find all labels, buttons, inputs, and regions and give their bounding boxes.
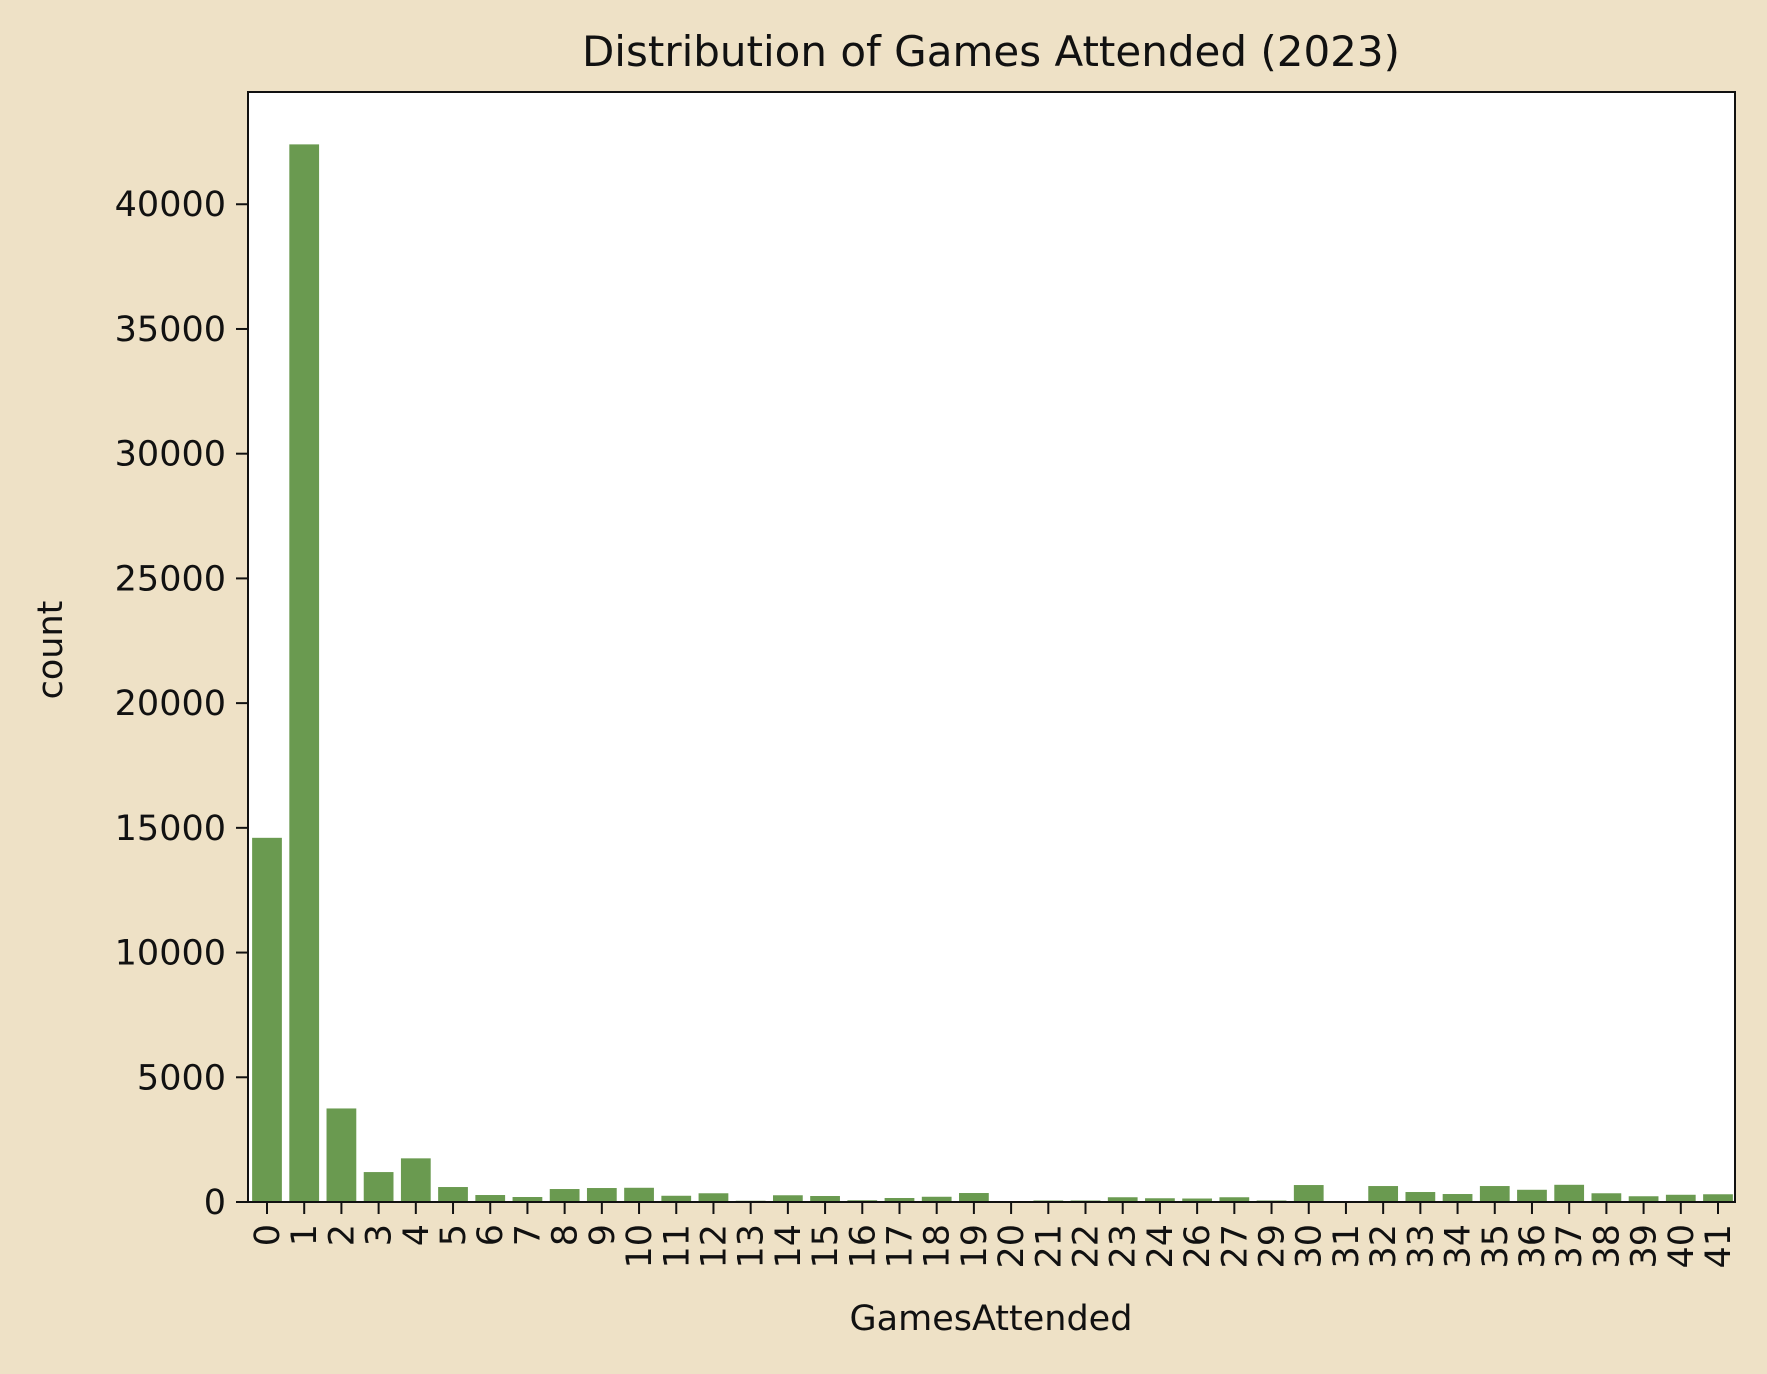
- y-tick-label-20000: 20000: [115, 684, 226, 724]
- bar-11: [661, 1195, 692, 1202]
- x-tick-label-34: 34: [1439, 1224, 1479, 1269]
- bar-23: [1107, 1197, 1138, 1202]
- x-tick-label-9: 9: [583, 1224, 623, 1246]
- x-tick-label-15: 15: [806, 1224, 846, 1269]
- x-tick-label-13: 13: [732, 1224, 772, 1269]
- x-tick-label-4: 4: [397, 1224, 437, 1246]
- bar-18: [921, 1196, 952, 1202]
- bar-24: [1145, 1198, 1175, 1202]
- bars-group: [252, 144, 1733, 1202]
- y-tick-label-25000: 25000: [115, 559, 226, 599]
- x-tick-label-24: 24: [1141, 1224, 1181, 1269]
- plot-frame: [247, 91, 1736, 1203]
- x-tick-label-6: 6: [471, 1224, 511, 1246]
- bar-12: [698, 1193, 729, 1202]
- bar-19: [959, 1193, 989, 1202]
- plot-area: [248, 92, 1735, 1202]
- x-tick-label-35: 35: [1476, 1224, 1516, 1269]
- bar-33: [1405, 1192, 1436, 1202]
- x-tick-label-31: 31: [1327, 1224, 1367, 1269]
- y-tick-label-15000: 15000: [115, 809, 226, 849]
- y-axis-label: count: [31, 601, 71, 700]
- x-tick-label-21: 21: [1029, 1224, 1069, 1269]
- y-tick-label-35000: 35000: [115, 310, 226, 350]
- bar-32: [1368, 1186, 1399, 1202]
- x-tick-label-2: 2: [322, 1224, 362, 1246]
- y-tick-label-30000: 30000: [115, 435, 226, 475]
- y-axis: 0 5000 10000 15000 20000 25000 30000 35000 40000: [115, 185, 248, 1223]
- bar-41: [1703, 1194, 1733, 1202]
- x-tick-label-33: 33: [1401, 1224, 1441, 1269]
- x-tick-label-0: 0: [248, 1224, 288, 1246]
- bar-4: [400, 1158, 431, 1202]
- bar-34: [1442, 1194, 1473, 1202]
- x-tick-label-10: 10: [620, 1224, 660, 1269]
- x-tick-label-8: 8: [546, 1224, 586, 1246]
- x-tick-label-29: 29: [1253, 1224, 1293, 1269]
- x-tick-label-27: 27: [1215, 1224, 1255, 1269]
- bar-9: [586, 1188, 617, 1202]
- bar-7: [512, 1197, 543, 1202]
- x-tick-label-40: 40: [1662, 1224, 1702, 1269]
- bar-40: [1665, 1194, 1696, 1202]
- bar-8: [549, 1189, 580, 1202]
- bar-2: [326, 1108, 357, 1202]
- y-tick-label-5000: 5000: [137, 1058, 226, 1098]
- bar-14: [772, 1195, 803, 1202]
- bar-1: [289, 144, 320, 1202]
- x-tick-label-18: 18: [918, 1224, 958, 1269]
- bar-0: [252, 837, 282, 1202]
- x-tick-label-26: 26: [1178, 1224, 1218, 1269]
- bar-38: [1591, 1193, 1622, 1202]
- x-tick-label-5: 5: [434, 1224, 474, 1246]
- bar-10: [624, 1187, 654, 1202]
- x-tick-label-16: 16: [843, 1224, 883, 1269]
- y-tick-label-40000: 40000: [115, 185, 226, 225]
- bar-26: [1182, 1198, 1213, 1202]
- x-tick-label-32: 32: [1364, 1224, 1404, 1269]
- x-tick-label-39: 39: [1625, 1224, 1665, 1269]
- x-tick-label-12: 12: [694, 1224, 734, 1269]
- bar-17: [884, 1198, 915, 1202]
- x-tick-label-17: 17: [880, 1224, 920, 1269]
- y-tick-label-0: 0: [204, 1183, 226, 1223]
- bar-36: [1517, 1189, 1547, 1202]
- x-tick-label-22: 22: [1067, 1224, 1107, 1269]
- x-tick-label-3: 3: [360, 1224, 400, 1246]
- x-axis: 0123456789101112131415161718192021222324…: [248, 1202, 1739, 1269]
- chart-title: Distribution of Games Attended (2023): [582, 27, 1400, 76]
- x-tick-label-38: 38: [1587, 1224, 1627, 1269]
- x-tick-label-37: 37: [1550, 1224, 1590, 1269]
- bar-15: [810, 1196, 840, 1202]
- bar-35: [1479, 1186, 1510, 1202]
- bar-27: [1219, 1197, 1250, 1202]
- y-tick-label-10000: 10000: [115, 934, 226, 974]
- bar-3: [363, 1172, 394, 1202]
- bar-5: [438, 1187, 468, 1202]
- x-tick-label-36: 36: [1513, 1224, 1553, 1269]
- bar-37: [1554, 1184, 1585, 1202]
- bar-39: [1628, 1196, 1659, 1202]
- x-tick-label-41: 41: [1699, 1224, 1739, 1269]
- x-tick-label-19: 19: [955, 1224, 995, 1269]
- bar-6: [475, 1195, 506, 1202]
- x-tick-label-7: 7: [508, 1224, 548, 1246]
- x-axis-label: GamesAttended: [850, 1299, 1133, 1339]
- bar-30: [1293, 1185, 1324, 1202]
- x-tick-label-1: 1: [285, 1224, 325, 1246]
- x-tick-label-14: 14: [769, 1224, 809, 1269]
- x-tick-label-23: 23: [1104, 1224, 1144, 1269]
- x-tick-label-11: 11: [657, 1224, 697, 1269]
- x-tick-label-20: 20: [992, 1224, 1032, 1269]
- x-tick-label-30: 30: [1290, 1224, 1330, 1269]
